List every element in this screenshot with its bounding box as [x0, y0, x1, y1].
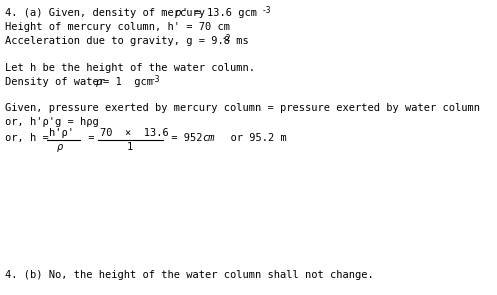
Text: ρ: ρ — [96, 77, 102, 87]
Text: or, h =: or, h = — [5, 133, 55, 143]
Text: -2: -2 — [222, 34, 232, 43]
Text: or 95.2 m: or 95.2 m — [218, 133, 287, 143]
Text: 4. (a) Given, density of mercury: 4. (a) Given, density of mercury — [5, 8, 211, 18]
Text: -3: -3 — [262, 6, 271, 15]
Text: 70  ×  13.6: 70 × 13.6 — [100, 128, 169, 138]
Text: Let h be the height of the water column.: Let h be the height of the water column. — [5, 63, 255, 73]
Text: = 952: = 952 — [165, 133, 209, 143]
Text: h'ρ': h'ρ' — [49, 128, 74, 138]
Text: = 1  gcm: = 1 gcm — [103, 77, 153, 87]
Text: -3: -3 — [151, 75, 161, 84]
Text: 4. (b) No, the height of the water column shall not change.: 4. (b) No, the height of the water colum… — [5, 270, 374, 280]
Text: or, h'ρ'g = hρg: or, h'ρ'g = hρg — [5, 117, 99, 127]
Text: ρ: ρ — [175, 8, 181, 18]
Text: Acceleration due to gravity, g = 9.8 ms: Acceleration due to gravity, g = 9.8 ms — [5, 36, 249, 46]
Text: 1: 1 — [127, 142, 133, 152]
Text: Height of mercury column, h' = 70 cm: Height of mercury column, h' = 70 cm — [5, 22, 230, 32]
Text: =: = — [82, 133, 101, 143]
Text: ρ: ρ — [57, 142, 63, 152]
Text: Given, pressure exerted by mercury column = pressure exerted by water column: Given, pressure exerted by mercury colum… — [5, 103, 480, 113]
Text: ' = 13.6 gcm: ' = 13.6 gcm — [182, 8, 257, 18]
Text: Density of water: Density of water — [5, 77, 111, 87]
Text: cm: cm — [202, 133, 215, 143]
